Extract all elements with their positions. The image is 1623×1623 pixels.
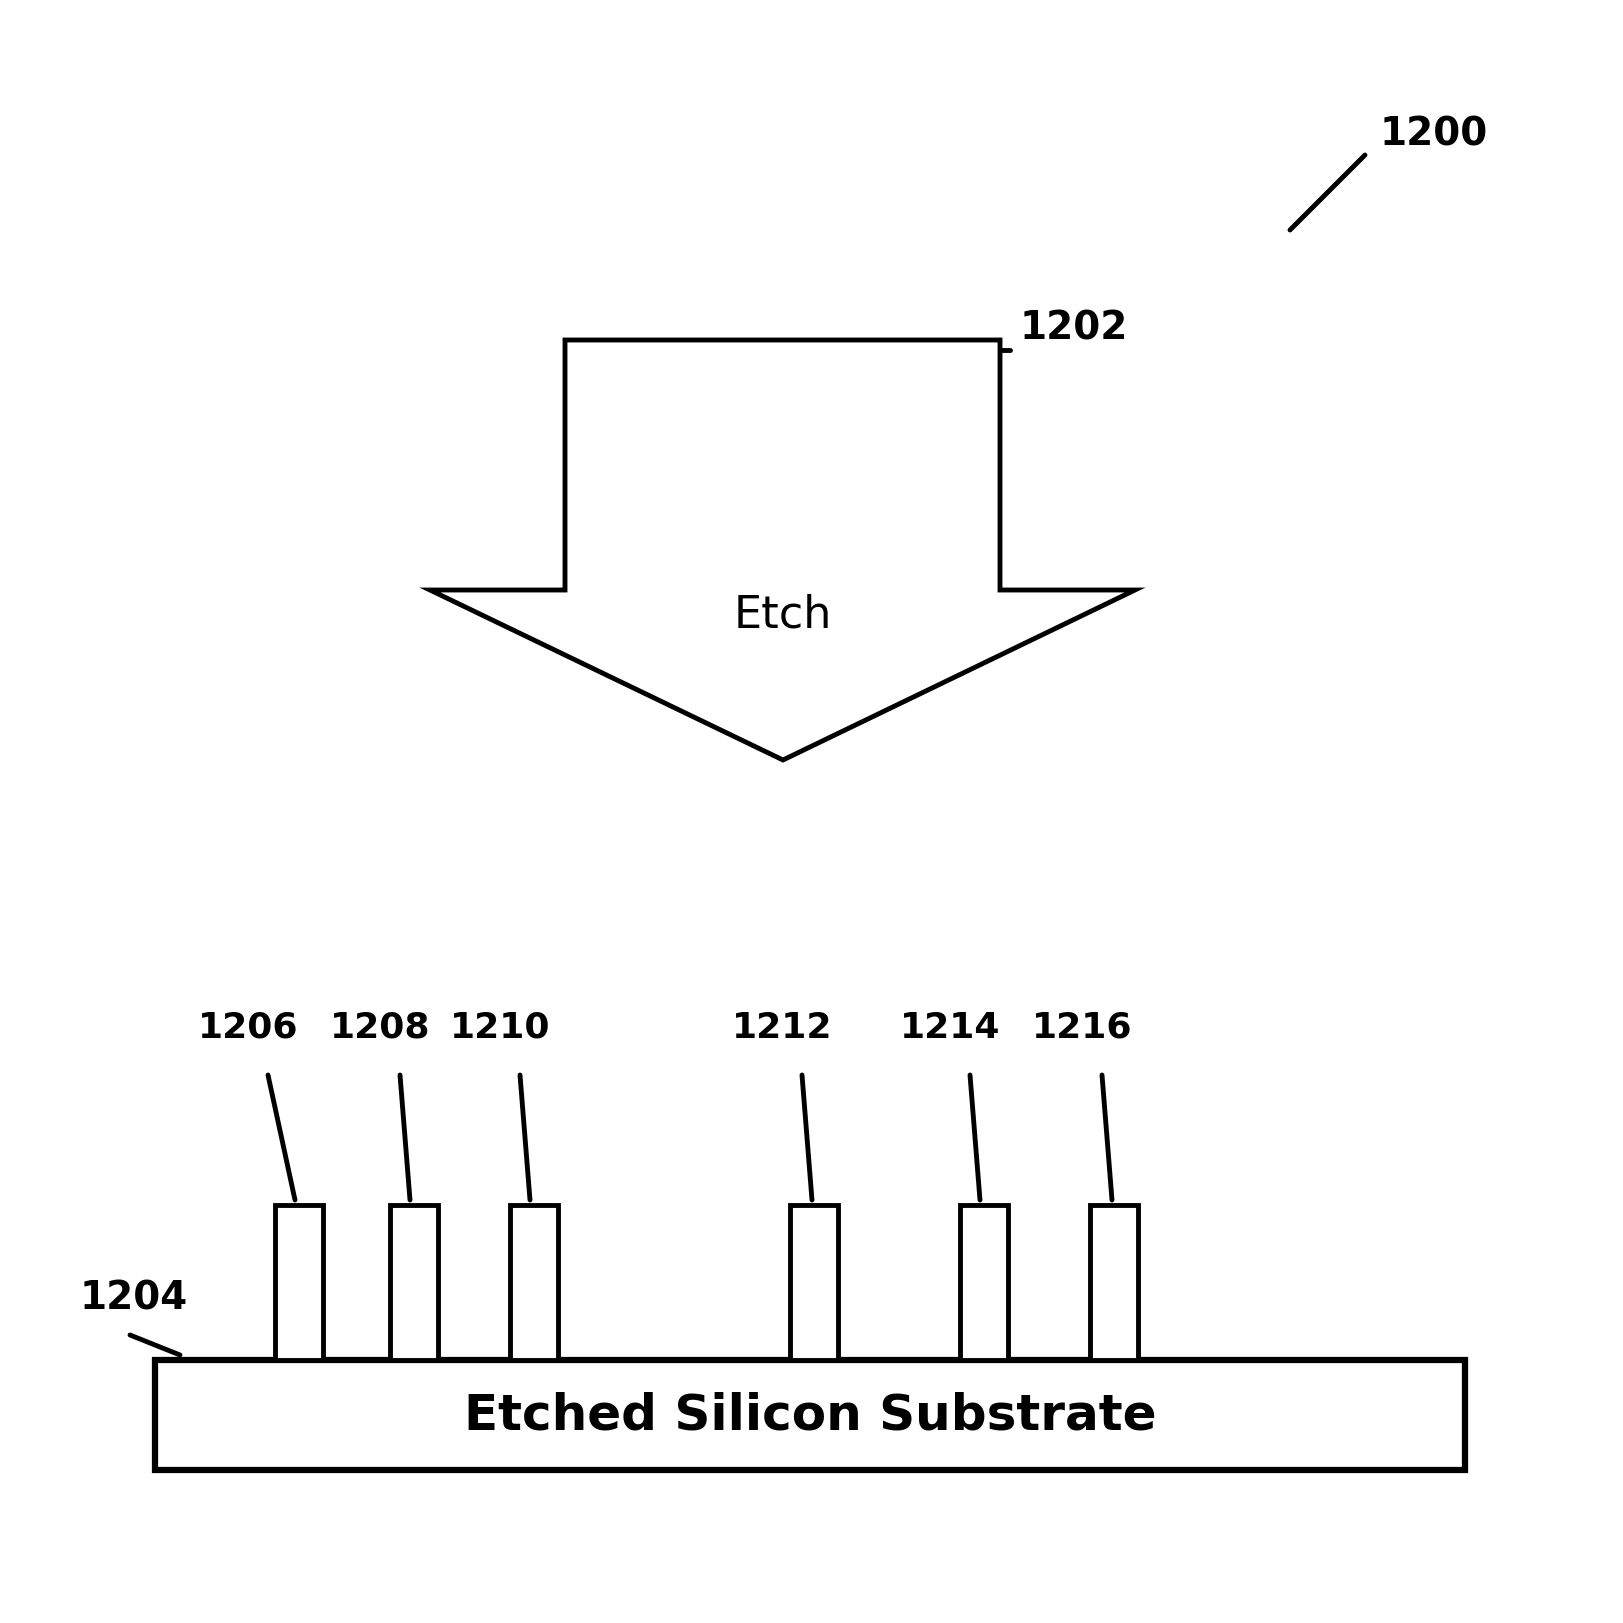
Text: Etch: Etch [734,594,833,636]
Bar [790,1204,837,1360]
Text: 1206: 1206 [198,1011,299,1045]
Bar [510,1204,558,1360]
Text: 1204: 1204 [80,1281,188,1318]
Bar [1091,1204,1138,1360]
Text: Etched Silicon Substrate: Etched Silicon Substrate [464,1391,1156,1440]
Bar [274,1204,323,1360]
Text: 1202: 1202 [1019,310,1128,347]
Text: 1200: 1200 [1380,115,1488,153]
Text: 1208: 1208 [329,1011,430,1045]
Text: 1216: 1216 [1032,1011,1133,1045]
Bar [959,1204,1008,1360]
Text: 1214: 1214 [899,1011,1000,1045]
Text: 1212: 1212 [732,1011,833,1045]
Bar [156,1360,1466,1470]
Text: 1210: 1210 [450,1011,550,1045]
Polygon shape [430,339,1134,760]
Bar [390,1204,438,1360]
